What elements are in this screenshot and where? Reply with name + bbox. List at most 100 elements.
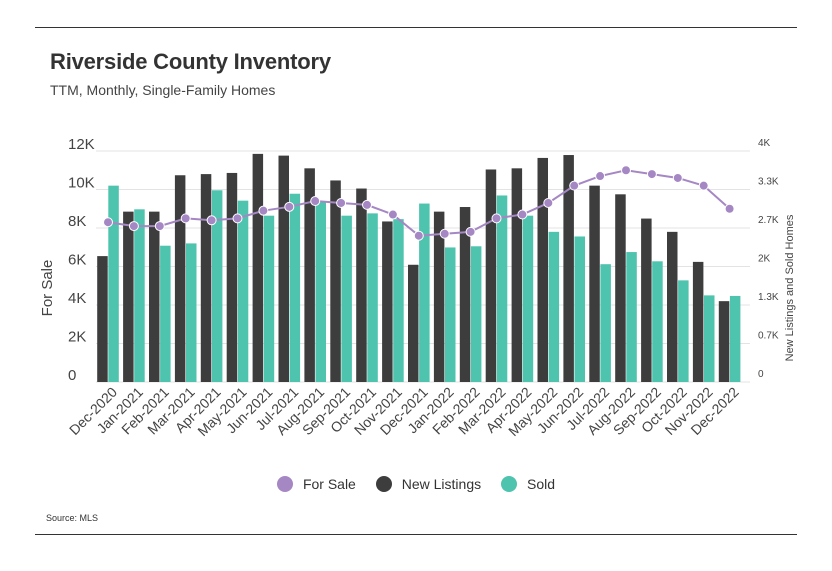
new-listings-bar xyxy=(304,168,315,382)
new-listings-bar xyxy=(718,301,730,382)
for-sale-point xyxy=(543,197,554,208)
new-listings-bar xyxy=(356,188,367,382)
sold-bar xyxy=(470,246,482,382)
for-sale-point xyxy=(672,172,683,183)
new-listings-bar xyxy=(200,174,212,382)
new-listings-bar xyxy=(97,256,108,382)
sold-bar xyxy=(108,185,119,382)
y-right-tick-label: 2K xyxy=(758,254,771,265)
for-sale-point xyxy=(206,215,217,226)
sold-bar xyxy=(341,215,352,382)
sold-bar xyxy=(186,243,197,382)
sold-bar xyxy=(548,231,560,382)
sold-bar xyxy=(289,193,301,382)
for-sale-point xyxy=(336,197,347,208)
for-sale-point xyxy=(646,169,657,180)
new-listings-bar xyxy=(692,261,704,382)
new-listings-bar xyxy=(459,207,471,382)
legend-item-new-listings[interactable]: New Listings xyxy=(375,476,482,492)
new-listings-bar xyxy=(278,155,289,382)
legend-label-sold: Sold xyxy=(527,476,556,492)
for-sale-point xyxy=(180,213,191,224)
sold-bar xyxy=(367,213,378,382)
new-listings-bar xyxy=(252,153,264,382)
sold-bar xyxy=(626,252,637,382)
new-listings-bar xyxy=(667,231,678,382)
new-listings-bar xyxy=(226,172,238,382)
new-listings-bar xyxy=(537,157,548,382)
new-listings-bar xyxy=(382,221,393,382)
new-listings-bar xyxy=(485,169,497,382)
sold-bar xyxy=(393,219,404,382)
sold-bar xyxy=(134,209,145,382)
new-listings-bar xyxy=(641,218,652,382)
for-sale-point xyxy=(698,180,709,191)
legend: For Sale New Listings Sold xyxy=(0,476,832,495)
sold-bar xyxy=(574,236,585,382)
sold-bar xyxy=(211,190,223,382)
for-sale-point xyxy=(154,221,165,232)
for-sale-point xyxy=(569,180,580,191)
sold-bar xyxy=(729,295,741,382)
new-listings-bar xyxy=(174,175,186,382)
new-listings-bar xyxy=(408,264,419,382)
for-sale-point xyxy=(491,213,502,224)
y-right-tick-label: 2.7K xyxy=(758,215,779,226)
new-listings-bar xyxy=(123,211,134,382)
legend-item-for-sale[interactable]: For Sale xyxy=(276,476,356,492)
sold-bar xyxy=(600,264,611,382)
new-listings-bar xyxy=(615,194,626,382)
for-sale-point xyxy=(387,209,398,220)
y-right-tick-label: 3.3K xyxy=(758,177,779,188)
y-right-tick-label: 4K xyxy=(758,138,771,149)
y-left-tick-label: 8K xyxy=(68,213,86,230)
for-sale-point xyxy=(284,201,295,212)
for-sale-point xyxy=(232,213,243,224)
y-left-tick-label: 4K xyxy=(68,290,86,307)
for-sale-point xyxy=(362,199,372,210)
for-sale-point xyxy=(413,230,424,241)
sold-bar xyxy=(160,245,171,382)
y-left-tick-label: 0 xyxy=(68,367,76,384)
for-sale-point xyxy=(465,226,476,237)
sold-bar xyxy=(652,261,663,382)
chart-subtitle: TTM, Monthly, Single-Family Homes xyxy=(50,82,276,98)
sold-bar xyxy=(315,202,326,382)
bottom-rule xyxy=(35,534,797,535)
for-sale-point xyxy=(724,203,735,214)
sold-bar xyxy=(496,195,508,382)
y-left-tick-label: 2K xyxy=(68,329,86,346)
legend-item-sold[interactable]: Sold xyxy=(501,476,555,492)
for-sale-point xyxy=(258,205,269,216)
sold-bar xyxy=(237,200,249,382)
chart-title: Riverside County Inventory xyxy=(50,49,331,74)
for-sale-point xyxy=(128,221,139,232)
new-listings-bar xyxy=(589,185,600,382)
sold-swatch-icon xyxy=(501,476,518,492)
new-listings-bar xyxy=(433,211,445,382)
for-sale-point xyxy=(621,165,631,176)
y-left-axis-title: For Sale xyxy=(39,260,56,317)
y-right-axis-title: New Listings and Sold Homes xyxy=(784,214,796,361)
source-note: Source: MLS xyxy=(46,513,99,523)
sold-bar xyxy=(704,295,715,382)
sold-bar xyxy=(522,215,534,382)
sold-bar xyxy=(445,247,456,382)
new-listings-swatch-icon xyxy=(375,476,392,492)
for-sale-swatch-icon xyxy=(276,476,293,492)
y-right-tick-label: 0.7K xyxy=(758,330,779,341)
for-sale-point xyxy=(439,228,450,239)
for-sale-point xyxy=(595,171,606,182)
y-left-tick-label: 10K xyxy=(68,175,95,192)
sold-bar xyxy=(263,215,275,382)
legend-label-new-listings: New Listings xyxy=(401,476,482,492)
for-sale-point xyxy=(517,209,528,220)
new-listings-bar xyxy=(149,211,160,382)
sold-bar xyxy=(678,280,689,382)
for-sale-point xyxy=(103,217,113,228)
for-sale-point xyxy=(310,196,321,207)
new-listings-bar xyxy=(330,180,341,382)
y-right-tick-label: 0 xyxy=(758,369,764,380)
y-left-tick-label: 12K xyxy=(68,136,95,153)
